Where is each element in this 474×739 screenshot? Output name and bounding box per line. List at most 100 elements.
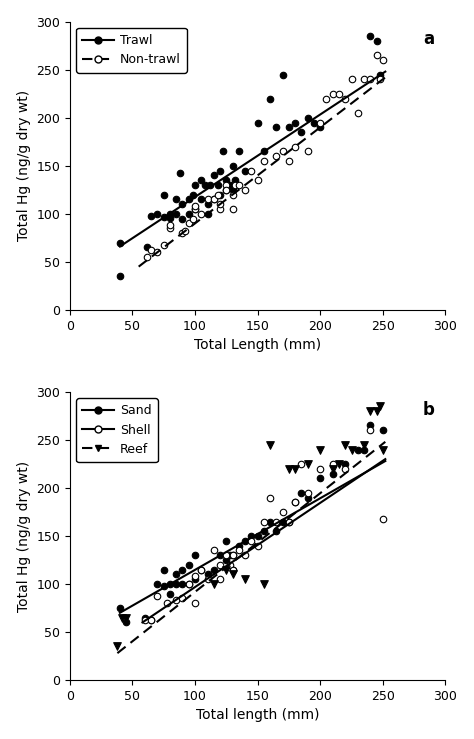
Text: b: b — [422, 401, 434, 418]
Point — [354, 443, 362, 455]
Point — [166, 208, 174, 219]
Point — [160, 580, 167, 592]
Point — [173, 194, 180, 205]
Point — [222, 184, 230, 196]
Point — [341, 439, 349, 451]
Point — [348, 443, 356, 455]
Point — [341, 458, 349, 470]
Point — [191, 179, 199, 191]
Point — [154, 590, 161, 602]
Point — [216, 559, 224, 571]
Point — [254, 539, 261, 551]
Point — [147, 210, 155, 222]
Point — [160, 564, 167, 576]
Point — [179, 578, 186, 590]
Point — [116, 602, 124, 614]
Point — [379, 54, 387, 66]
Point — [285, 516, 293, 528]
Point — [214, 188, 221, 200]
Point — [260, 155, 268, 167]
Point — [292, 497, 299, 508]
Point — [247, 530, 255, 542]
Point — [185, 217, 192, 229]
Point — [191, 200, 199, 212]
Point — [292, 463, 299, 474]
Point — [335, 458, 343, 470]
Point — [185, 578, 192, 590]
Point — [273, 525, 280, 537]
Point — [260, 578, 268, 590]
Point — [222, 549, 230, 561]
Point — [366, 30, 374, 42]
Point — [379, 443, 387, 455]
Point — [366, 405, 374, 417]
Point — [360, 443, 368, 455]
Point — [317, 117, 324, 129]
Point — [226, 179, 234, 191]
Point — [279, 516, 286, 528]
Point — [147, 615, 155, 627]
Point — [254, 174, 261, 186]
Point — [214, 179, 221, 191]
Point — [204, 573, 211, 585]
Point — [179, 593, 186, 605]
Point — [210, 194, 218, 205]
Point — [235, 146, 243, 157]
Point — [229, 549, 237, 561]
Point — [144, 242, 151, 253]
Point — [235, 539, 243, 551]
Point — [279, 69, 286, 81]
Point — [210, 564, 218, 576]
Point — [216, 573, 224, 585]
Point — [204, 198, 211, 210]
Point — [181, 225, 189, 237]
Point — [329, 463, 337, 474]
Point — [279, 146, 286, 157]
Point — [122, 612, 130, 624]
Point — [226, 549, 234, 561]
Point — [379, 513, 387, 525]
Point — [304, 491, 311, 503]
Point — [266, 439, 274, 451]
Point — [179, 564, 186, 576]
Point — [191, 573, 199, 585]
Point — [144, 251, 151, 263]
Point — [166, 212, 174, 224]
Point — [373, 405, 380, 417]
Point — [191, 571, 199, 582]
Point — [304, 487, 311, 499]
Point — [229, 549, 237, 561]
Point — [210, 545, 218, 556]
Point — [366, 73, 374, 85]
Point — [254, 530, 261, 542]
Point — [304, 112, 311, 123]
Y-axis label: Total Hg (ng/g dry wt): Total Hg (ng/g dry wt) — [17, 90, 31, 242]
Point — [229, 564, 237, 576]
Point — [154, 246, 161, 258]
Point — [241, 184, 249, 196]
Point — [247, 535, 255, 547]
Point — [173, 568, 180, 580]
Y-axis label: Total Hg (ng/g dry wt): Total Hg (ng/g dry wt) — [17, 460, 31, 611]
Point — [360, 439, 368, 451]
Point — [231, 174, 239, 186]
Point — [266, 92, 274, 104]
Point — [341, 463, 349, 474]
Point — [373, 35, 380, 47]
Point — [114, 641, 121, 653]
Point — [229, 188, 237, 200]
Point — [226, 559, 234, 571]
Point — [147, 245, 155, 256]
Point — [222, 179, 230, 191]
Point — [185, 578, 192, 590]
Point — [241, 549, 249, 561]
Point — [329, 468, 337, 480]
Point — [235, 179, 243, 191]
Point — [317, 121, 324, 133]
Point — [147, 613, 155, 625]
Point — [191, 203, 199, 215]
Point — [241, 165, 249, 177]
Point — [216, 188, 224, 200]
Point — [222, 184, 230, 196]
Point — [160, 239, 167, 251]
